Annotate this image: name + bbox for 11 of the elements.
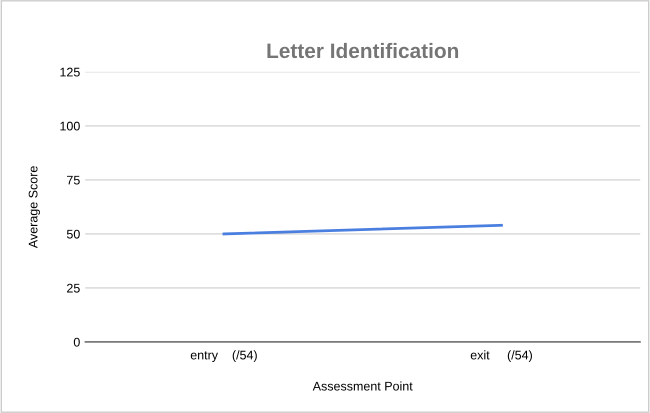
y-tick-label: 25 [67, 284, 80, 293]
y-tick-label: 125 [60, 68, 80, 77]
y-axis-title: Average Score [28, 166, 40, 248]
x-axis-title: Assessment Point [312, 381, 413, 391]
x-tick-label: exit (/54) [470, 350, 532, 362]
y-tick-label: 100 [60, 122, 80, 131]
y-tick-label: 50 [66, 230, 80, 239]
y-tick-label: 0 [74, 338, 80, 347]
chart-title: Letter Identification [267, 42, 458, 58]
y-tick-label: 75 [67, 176, 80, 185]
x-tick-label: entry (/54) [190, 350, 257, 362]
